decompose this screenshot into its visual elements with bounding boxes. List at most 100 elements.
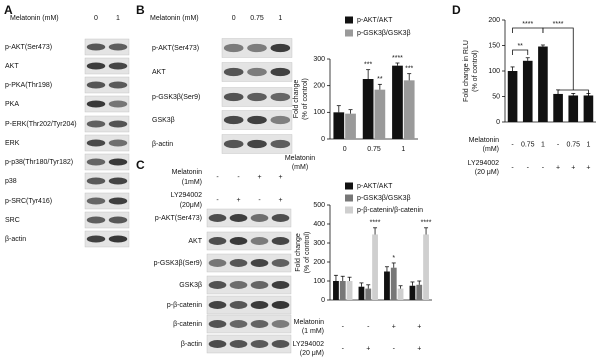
blot-band <box>108 216 128 224</box>
blot-band <box>229 320 248 328</box>
blot-band <box>250 320 269 328</box>
bar <box>409 285 416 300</box>
blot-band <box>223 115 244 125</box>
blot-band <box>108 177 128 185</box>
legend-label: p-AKT/AKT <box>357 17 393 24</box>
condition-value: + <box>278 174 282 181</box>
blot-label: p-PKA(Thr198) <box>5 82 52 89</box>
blot-image <box>84 192 130 210</box>
condition-value: + <box>586 164 590 171</box>
bar <box>390 267 397 300</box>
y-tick-label: 200 <box>313 83 325 90</box>
x-tick-label: 0.75 <box>367 146 381 153</box>
x-axis-label: (mM) <box>292 164 308 171</box>
y-tick-label: 200 <box>313 259 325 266</box>
condition-value: + <box>236 197 240 204</box>
blot-label: β-actin <box>5 236 26 243</box>
blot-image <box>84 76 130 94</box>
bar <box>333 112 345 139</box>
blot-label: SRC <box>5 217 20 224</box>
bracket-label: ** <box>517 43 523 50</box>
condition-value: + <box>278 197 282 204</box>
y-tick-label: 150 <box>488 42 500 49</box>
bar <box>374 89 386 139</box>
blot-band <box>250 301 269 309</box>
blot-column: 1 <box>116 15 120 22</box>
y-tick-label: 300 <box>313 240 325 247</box>
bar <box>568 95 579 122</box>
blot-band <box>86 197 106 205</box>
blot-band <box>208 237 227 245</box>
bar <box>362 79 374 139</box>
bar <box>522 60 533 122</box>
blot-band <box>247 43 267 53</box>
bar <box>392 65 403 139</box>
bracket <box>542 27 574 33</box>
blot-label: p-GSK3β(Ser9) <box>152 94 200 101</box>
blot-band <box>271 301 290 309</box>
blot-label: P-ERK(Thr202/Tyr204) <box>5 121 77 128</box>
blot-image <box>84 57 130 75</box>
blot-label: p-p38(Thr180/Tyr182) <box>5 159 73 166</box>
bar <box>358 286 365 300</box>
bar <box>345 113 356 139</box>
blot-band <box>250 281 269 289</box>
blot-band <box>86 216 106 224</box>
blot-label: ERK <box>5 140 20 147</box>
y-axis-label: (% of control) <box>472 50 479 92</box>
blot-image <box>84 38 130 56</box>
bar <box>333 281 339 300</box>
condition-label: (mM) <box>483 146 499 153</box>
blot-band <box>208 281 227 289</box>
blot-band <box>108 81 128 89</box>
blot-band <box>86 158 106 166</box>
blot-label: β-actin <box>181 341 202 348</box>
blot-band <box>86 81 106 89</box>
panel-label: B <box>136 3 145 17</box>
y-tick-label: 500 <box>313 202 325 209</box>
blot-band <box>229 214 248 222</box>
bar <box>365 288 372 300</box>
blot-image <box>84 95 130 113</box>
blot-band <box>229 301 248 309</box>
bracket <box>512 49 529 55</box>
condition-label: (1 mM) <box>302 328 324 335</box>
significance: **** <box>421 220 432 227</box>
condition-value: 1 <box>586 141 590 148</box>
condition-value: + <box>392 323 396 330</box>
condition-value: - <box>557 141 560 148</box>
condition-value: + <box>257 174 261 181</box>
blot-band <box>229 281 248 289</box>
legend-label: p-GSK3β/GSK3β <box>357 30 411 37</box>
blot-band <box>270 92 291 102</box>
blot-band <box>208 214 227 222</box>
y-tick-label: 200 <box>488 17 500 24</box>
blot-band <box>247 139 267 149</box>
condition-label: LY294002 <box>293 341 325 348</box>
bar <box>553 93 563 122</box>
blot-band <box>271 320 290 328</box>
panel-label: C <box>136 158 145 172</box>
significance: *** <box>364 62 372 69</box>
condition-label: Melatonin <box>469 137 499 144</box>
legend-swatch <box>345 16 353 24</box>
blot-label: PKA <box>5 101 19 108</box>
condition-value: - <box>342 323 345 330</box>
legend-swatch <box>345 206 353 214</box>
blot-band <box>223 139 244 149</box>
blot-band <box>271 259 290 267</box>
blot-band <box>108 197 128 205</box>
blot-band <box>108 235 128 243</box>
condition-value: - <box>237 174 240 181</box>
condition-value: - <box>511 164 514 171</box>
blot-band <box>270 43 291 53</box>
x-tick-label: 0 <box>343 146 347 153</box>
bracket-label: **** <box>522 21 533 28</box>
blot-band <box>229 259 248 267</box>
y-tick-label: 100 <box>313 109 325 116</box>
blot-image <box>84 134 130 152</box>
blot-label: p-β-catenin <box>167 302 202 309</box>
blot-image <box>84 230 130 248</box>
blot-column: 0 <box>232 15 236 22</box>
bar <box>423 234 429 300</box>
